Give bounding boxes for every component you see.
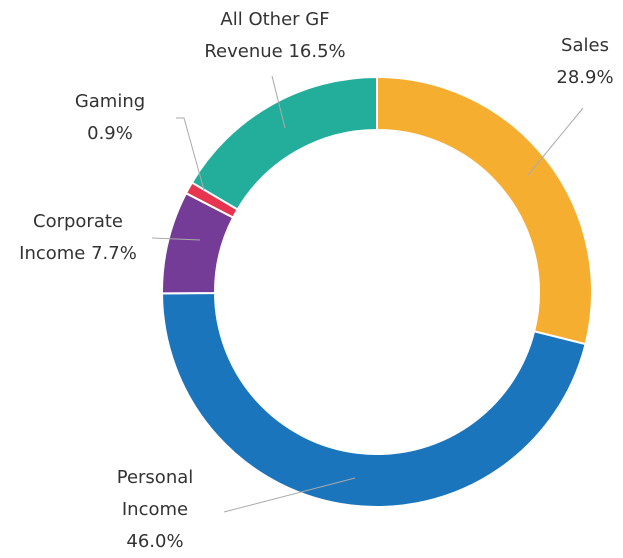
slice-label: Corporate Income 7.7% bbox=[16, 206, 140, 270]
slice-label: Gaming 0.9% bbox=[71, 86, 149, 150]
category-label: Corporate Income bbox=[19, 211, 123, 264]
value-label: 7.7% bbox=[91, 243, 137, 264]
slice bbox=[160, 292, 587, 508]
category-label: Personal Income bbox=[116, 467, 194, 520]
category-label: All Other GF Revenue bbox=[204, 9, 330, 62]
leader-line bbox=[223, 477, 356, 513]
value-label: 0.9% bbox=[87, 123, 133, 144]
value-label: 16.5% bbox=[288, 41, 346, 62]
slice bbox=[376, 75, 593, 346]
slice-label: All Other GF Revenue 16.5% bbox=[204, 4, 346, 68]
leader-line bbox=[271, 75, 286, 129]
slices bbox=[160, 75, 593, 508]
category-label: Gaming bbox=[74, 91, 146, 112]
slice-label: Sales 28.9% bbox=[549, 30, 621, 94]
leader-line bbox=[527, 107, 584, 176]
category-label: Sales bbox=[561, 35, 609, 56]
slice-label: Personal Income 46.0% bbox=[113, 462, 197, 558]
leader-line bbox=[151, 237, 201, 241]
value-label: 46.0% bbox=[126, 531, 184, 552]
value-label: 28.9% bbox=[556, 67, 614, 88]
slice bbox=[190, 75, 378, 211]
leader-line bbox=[176, 117, 205, 191]
